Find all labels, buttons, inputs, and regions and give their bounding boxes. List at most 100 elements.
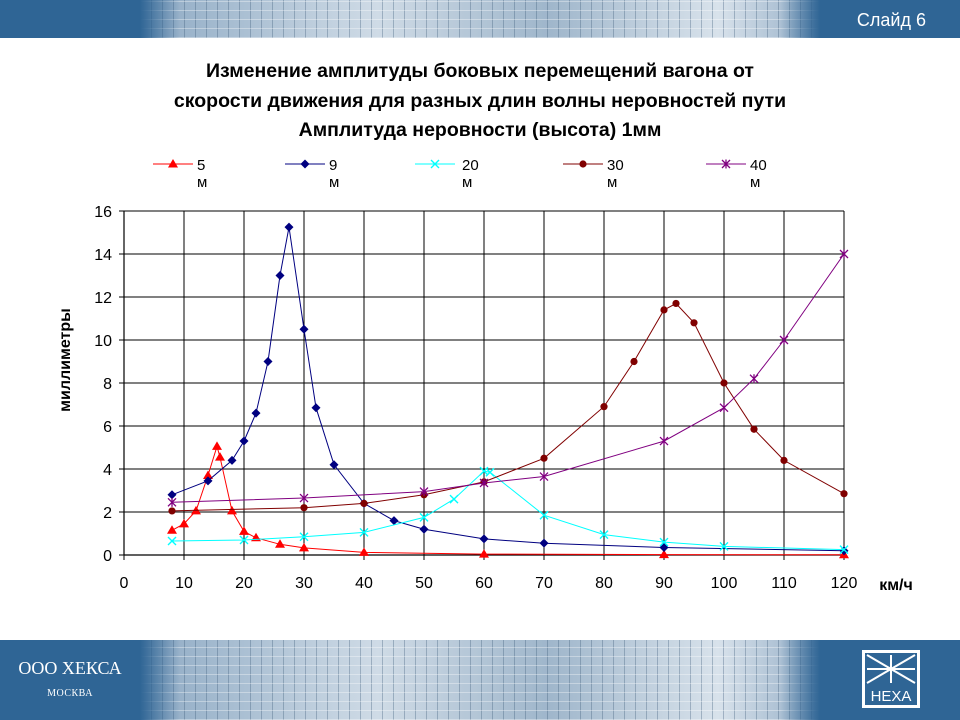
series-20м-point-9 (599, 530, 609, 540)
series-9м-point-1 (203, 476, 213, 486)
y-tick-label-8: 8 (103, 376, 112, 393)
series-30м-point-6 (600, 403, 608, 411)
series-30м-point-13 (780, 456, 788, 464)
chart-axes (119, 210, 845, 560)
x-axis-label: км/ч (879, 577, 913, 594)
x-tick-label-30: 30 (295, 575, 313, 592)
legend-label-9m: 9 м (329, 157, 340, 191)
legend-label-40m: 40 м (750, 157, 767, 191)
chart-title-line-2: скорости движения для разных длин волны … (173, 90, 787, 112)
series-20м-point-2 (299, 532, 309, 542)
company-city: МОСКВА (47, 688, 93, 699)
chart-tick-labels: 0 10 20 30 40 50 60 70 80 90 100 110 120 0 2 4 6 8 10 12 14 1… (94, 204, 857, 592)
series-9м-point-0 (167, 490, 177, 500)
chart-series (167, 222, 849, 559)
top-banner-image (140, 0, 820, 38)
series-5м-point-4 (212, 441, 222, 450)
series-30м-point-5 (540, 454, 548, 462)
x-tick-label-80: 80 (595, 575, 613, 592)
legend-marker-40m (706, 159, 746, 169)
y-tick-label-2: 2 (103, 505, 112, 522)
series-9м-point-10 (329, 460, 339, 470)
x-tick-label-60: 60 (475, 575, 493, 592)
x-tick-label-100: 100 (711, 575, 738, 592)
series-5м-point-6 (227, 505, 237, 515)
series-30м-point-0 (168, 507, 176, 515)
series-9м-point-5 (263, 357, 273, 366)
series-20м-point-8 (539, 510, 549, 520)
legend-label-20m: 20 м (462, 157, 479, 191)
x-tick-label-50: 50 (415, 575, 433, 592)
series-9м-point-14 (479, 534, 489, 544)
x-tick-label-20: 20 (235, 575, 253, 592)
series-5м-point-7 (239, 526, 249, 535)
series-30м-point-9 (672, 299, 680, 308)
series-9м-point-12 (389, 516, 399, 526)
legend-label-5m: 5 м (197, 157, 208, 191)
legend-label-30m: 30 м (607, 157, 624, 191)
series-9м-point-4 (251, 408, 261, 418)
y-tick-label-16: 16 (94, 204, 112, 221)
series-40м-point-0 (167, 497, 177, 507)
y-tick-label-0: 0 (103, 548, 112, 565)
y-tick-label-6: 6 (103, 419, 112, 436)
x-tick-label-120: 120 (831, 575, 858, 592)
series-20м-point-1 (239, 535, 249, 545)
series-5м-point-5 (215, 452, 225, 461)
legend-marker-9m (285, 159, 325, 169)
series-5м (167, 441, 849, 559)
series-30м-line (171, 302, 845, 512)
bottom-banner-image (140, 640, 820, 720)
series-40м-point-5 (659, 436, 669, 446)
y-tick-label-12: 12 (94, 290, 112, 307)
legend-marker-20m (415, 159, 455, 169)
series-20м (167, 466, 849, 555)
series-9м-point-3 (239, 436, 249, 446)
series-5м-point-10 (299, 542, 309, 552)
chart-title-line-1: Изменение амплитуды боковых перемещений … (206, 60, 754, 82)
series-30м-point-11 (720, 379, 728, 387)
series-20м-point-0 (167, 536, 177, 546)
x-tick-label-0: 0 (120, 575, 129, 592)
hexa-logo: HEXA (862, 650, 920, 708)
y-tick-label-4: 4 (103, 462, 112, 479)
series-9м-line (171, 227, 845, 552)
series-40м (167, 249, 849, 507)
x-tick-label-90: 90 (655, 575, 673, 592)
series-30м-point-1 (300, 504, 308, 512)
series-5м-point-3 (203, 470, 213, 479)
series-40м-point-6 (719, 403, 729, 413)
y-tick-label-10: 10 (94, 333, 112, 350)
x-tick-label-40: 40 (355, 575, 373, 592)
series-40м-point-1 (299, 493, 309, 503)
x-tick-label-110: 110 (771, 575, 797, 592)
series-5м-point-9 (275, 539, 285, 548)
logo-text: HEXA (871, 688, 912, 705)
series-20м-point-12 (839, 545, 849, 555)
y-tick-label-14: 14 (94, 247, 112, 264)
series-40м-point-9 (839, 249, 849, 259)
series-9м-point-8 (299, 324, 309, 334)
series-5м-point-0 (167, 525, 177, 534)
series-20м-point-7 (485, 467, 495, 477)
series-9м-point-7 (284, 222, 294, 232)
series-5м-point-12 (479, 549, 489, 558)
legend-marker-30m (563, 160, 603, 168)
series-30м-point-12 (750, 425, 758, 433)
x-tick-label-10: 10 (175, 575, 193, 592)
series-40м-point-3 (479, 478, 489, 488)
y-axis-label: миллиметры (57, 308, 74, 412)
legend-marker-5m (153, 159, 193, 168)
series-20м-point-11 (719, 541, 729, 551)
chart-title-line-3: Амплитуда неровности (высота) 1мм (298, 119, 662, 141)
series-40м-point-7 (749, 374, 759, 384)
series-20м-point-3 (359, 527, 369, 537)
series-20м-point-5 (449, 494, 459, 504)
series-20м-point-4 (419, 512, 429, 522)
series-9м (167, 222, 849, 556)
series-40м-point-8 (779, 335, 789, 345)
x-tick-label-70: 70 (535, 575, 553, 592)
chart-grid (124, 210, 845, 555)
series-40м-line (171, 253, 845, 503)
